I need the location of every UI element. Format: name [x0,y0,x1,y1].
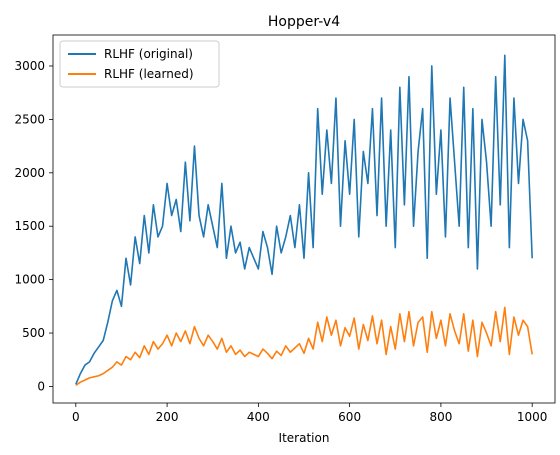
x-tick-label: 1000 [517,410,548,424]
series-layer [75,54,533,387]
y-tick-label: 1500 [14,219,45,233]
chart-title: Hopper-v4 [268,14,340,30]
y-tick-label: 1000 [14,273,45,287]
x-tick-label: 800 [429,410,452,424]
x-tick-label: 400 [247,410,270,424]
y-tick-label: 2500 [14,112,45,126]
y-tick-label: 0 [37,379,45,393]
plot-frame [52,34,556,404]
series-line-rlhf-learned [75,306,533,387]
legend-label: RLHF (original) [104,47,193,61]
x-tick-label: 0 [72,410,80,424]
x-axis-label: Iteration [279,431,330,445]
x-tick-label: 200 [156,410,179,424]
x-tick-label: 600 [338,410,361,424]
series-line-rlhf-original [75,54,533,385]
y-tick-label: 500 [22,326,45,340]
legend: RLHF (original) RLHF (learned) [59,40,220,88]
legend-box [59,40,220,88]
axis-ticks: 0 200 400 600 800 1000 0 500 1000 1500 2000 2500 300… [14,59,547,424]
y-tick-label: 2000 [14,166,45,180]
legend-label: RLHF (learned) [104,67,194,81]
y-tick-label: 3000 [14,59,45,73]
